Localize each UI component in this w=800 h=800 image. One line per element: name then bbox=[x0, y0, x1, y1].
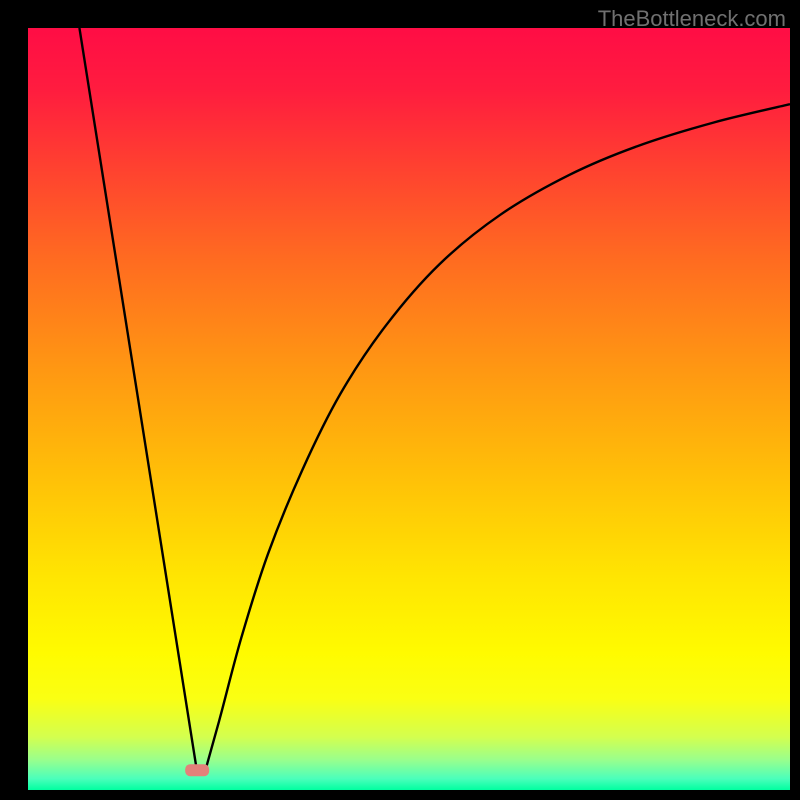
curve-right-branch bbox=[205, 104, 790, 772]
plot-area bbox=[28, 28, 790, 790]
curve-left-branch bbox=[79, 28, 197, 772]
bottleneck-marker bbox=[185, 764, 209, 776]
chart-container: TheBottleneck.com bbox=[0, 0, 800, 800]
watermark-text: TheBottleneck.com bbox=[598, 6, 786, 32]
curve-layer bbox=[28, 28, 790, 790]
